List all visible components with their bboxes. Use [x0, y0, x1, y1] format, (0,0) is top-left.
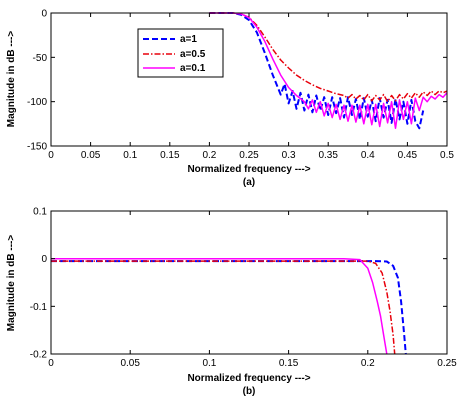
panel-b-x-tick-label: 0.25: [437, 358, 457, 369]
panel-b-series-line-2: [51, 257, 388, 355]
panel-b-subplot-label: (b): [243, 386, 256, 397]
panel-a-y-tick-label: 0: [41, 9, 47, 20]
panel-a-legend: a=1 a=0.5 a=0.1: [137, 28, 224, 78]
panel-a-x-ticks: 0 0.05 0.1 0.15 0.2 0.25 0.3 0.35 0.4 0.45 0.5: [48, 13, 454, 161]
panel-a-series: [209, 12, 448, 130]
panel-a-series-line-2: [209, 12, 448, 130]
panel-a-subplot-label: (a): [243, 177, 255, 188]
panel-b-series-line-1: [51, 260, 396, 355]
legend-label-a05: a=0.5: [180, 49, 206, 60]
panel-a-x-tick-label: 0.05: [81, 150, 101, 161]
panel-a-x-tick-label: 0.15: [160, 150, 180, 161]
panel-a-y-axis-label: Magnitude in dB --->: [6, 31, 17, 128]
panel-b-y-tick-label: 0.1: [33, 207, 47, 218]
panel-a-x-tick-label: 0.2: [202, 150, 216, 161]
panel-a-x-tick-label: 0: [48, 150, 54, 161]
panel-a-x-tick-label: 0.5: [440, 150, 454, 161]
legend-label-a1: a=1: [180, 34, 197, 45]
legend-label-a01: a=0.1: [180, 63, 206, 74]
panel-b-series-line-0: [51, 260, 407, 355]
panel-b-x-ticks: 0 0.05 0.1 0.15 0.2 0.25: [48, 211, 457, 369]
panel-a-y-tick-label: -50: [33, 53, 48, 64]
panel-a-x-tick-label: 0.25: [239, 150, 259, 161]
panel-a-y-tick-label: -150: [27, 142, 47, 153]
panel-a-axes-box: [50, 12, 448, 147]
panel-b-x-tick-label: 0.1: [202, 358, 216, 369]
panel-b-x-axis-label: Normalized frequency --->: [187, 373, 310, 384]
panel-a-x-tick-label: 0.4: [361, 150, 375, 161]
panel-a-series-line-0: [209, 12, 425, 130]
panel-a-x-tick-label: 0.45: [398, 150, 418, 161]
panel-b: 0 0.05 0.1 0.15 0.2 0.25 0.1 0 -0.1 -0.2 Normali…: [6, 207, 457, 398]
panel-b-y-ticks: 0.1 0 -0.1 -0.2: [30, 207, 447, 361]
panel-b-y-tick-label: 0: [41, 254, 47, 265]
panel-a-series-line-1: [209, 12, 448, 103]
panel-a-x-tick-label: 0.1: [123, 150, 137, 161]
panel-b-y-tick-label: -0.1: [30, 302, 48, 313]
panel-b-y-axis-label: Magnitude in dB --->: [6, 235, 17, 332]
panel-a-y-tick-label: -100: [27, 97, 47, 108]
panel-a-x-axis-label: Normalized frequency --->: [187, 164, 310, 175]
panel-b-series: [51, 257, 407, 355]
panel-b-x-tick-label: 0.2: [361, 358, 375, 369]
panel-b-axes-box: [50, 210, 448, 355]
panel-a: 0 0.05 0.1 0.15 0.2 0.25 0.3 0.35 0.4 0.45 0.5 0 -5…: [6, 9, 454, 189]
panel-b-x-tick-label: 0: [48, 358, 54, 369]
panel-b-x-tick-label: 0.05: [120, 358, 140, 369]
legend-box: [137, 28, 224, 78]
panel-b-x-tick-label: 0.15: [279, 358, 299, 369]
panel-a-x-tick-label: 0.35: [318, 150, 338, 161]
panel-a-y-ticks: 0 -50 -100 -150: [27, 9, 447, 153]
panel-b-y-tick-label: -0.2: [30, 350, 48, 361]
panel-a-x-tick-label: 0.3: [282, 150, 296, 161]
